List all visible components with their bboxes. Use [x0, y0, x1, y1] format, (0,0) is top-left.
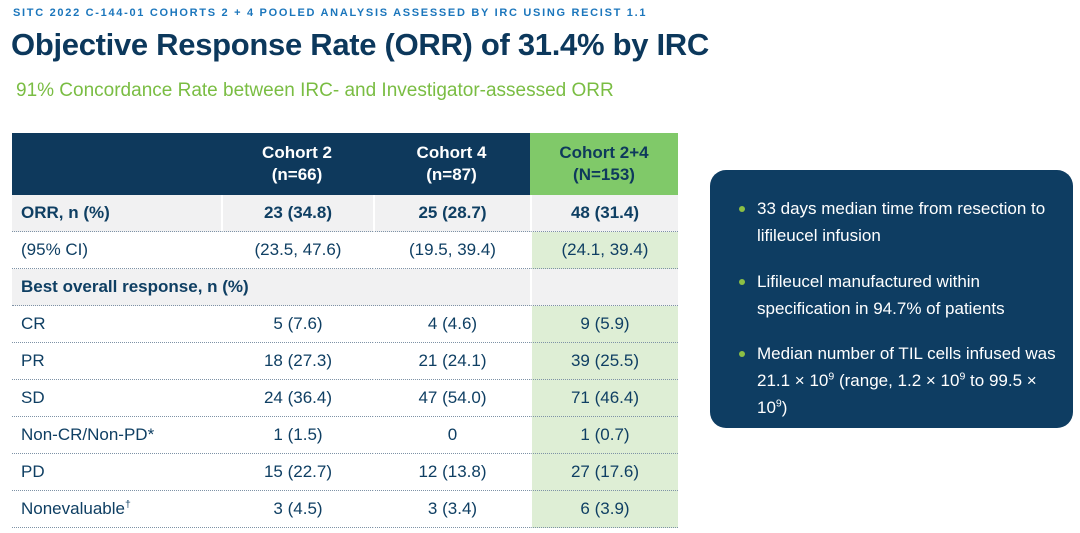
table-cell: 39 (25.5)	[530, 343, 678, 380]
table-row: CR 5 (7.6) 4 (4.6) 9 (5.9)	[12, 306, 678, 343]
row-label: SD	[12, 380, 221, 417]
table-cell: (24.1, 39.4)	[530, 232, 678, 269]
row-label: Nonevaluable†	[12, 491, 221, 528]
table-cell: 21 (24.1)	[373, 343, 530, 380]
bullet-dot-icon	[739, 206, 745, 212]
table-row: Best overall response, n (%)	[12, 269, 678, 306]
table-cell: 1 (1.5)	[221, 417, 373, 454]
eyebrow-text: SITC 2022 C-144-01 COHORTS 2 + 4 POOLED …	[13, 7, 648, 19]
table-cell: 18 (27.3)	[221, 343, 373, 380]
row-label: PD	[12, 454, 221, 491]
column-header-cohort-2-4: Cohort 2+4 (N=153)	[530, 133, 678, 195]
table-cell: 27 (17.6)	[530, 454, 678, 491]
bullet-list: 33 days median time from resection to li…	[730, 196, 1057, 422]
table-cell: 0	[373, 417, 530, 454]
table-cell: 24 (36.4)	[221, 380, 373, 417]
table-cell: 23 (34.8)	[221, 195, 373, 232]
table-body: ORR, n (%) 23 (34.8) 25 (28.7) 48 (31.4) (95…	[12, 195, 678, 528]
panel-bullet-item: 33 days median time from resection to li…	[730, 196, 1057, 250]
table-cell: 3 (4.5)	[221, 491, 373, 528]
table-cell: 15 (22.7)	[221, 454, 373, 491]
table-cell: 48 (31.4)	[530, 195, 678, 232]
subtitle: 91% Concordance Rate between IRC- and In…	[16, 80, 614, 101]
table-cell: (19.5, 39.4)	[373, 232, 530, 269]
table-cell: 5 (7.6)	[221, 306, 373, 343]
row-label: (95% CI)	[12, 232, 221, 269]
row-label: PR	[12, 343, 221, 380]
bullet-dot-icon	[739, 351, 745, 358]
table-cell: 4 (4.6)	[373, 306, 530, 343]
row-label: Non-CR/Non-PD*	[12, 417, 221, 454]
table-header: Cohort 2 (n=66) Cohort 4 (n=87) Cohort 2+4 (N…	[12, 133, 678, 195]
table-cell: 9 (5.9)	[530, 306, 678, 343]
bullet-dot-icon	[739, 278, 745, 285]
table-cell: 47 (54.0)	[373, 380, 530, 417]
page-title: Objective Response Rate (ORR) of 31.4% b…	[11, 27, 709, 62]
table-cell: (23.5, 47.6)	[221, 232, 373, 269]
column-header-cohort-4: Cohort 4 (n=87)	[373, 133, 530, 195]
table-row: Nonevaluable† 3 (4.5) 3 (3.4) 6 (3.9)	[12, 491, 678, 528]
table-row: (95% CI) (23.5, 47.6) (19.5, 39.4) (24.1, 3…	[12, 232, 678, 269]
table-cell: 1 (0.7)	[530, 417, 678, 454]
results-table: Cohort 2 (n=66) Cohort 4 (n=87) Cohort 2+4 (N…	[12, 133, 678, 528]
table-row: PR 18 (27.3) 21 (24.1) 39 (25.5)	[12, 343, 678, 380]
panel-bullet-item: Lifileucel manufactured within specifica…	[730, 269, 1057, 323]
row-label: Best overall response, n (%)	[12, 269, 530, 306]
table-row: PD 15 (22.7) 12 (13.8) 27 (17.6)	[12, 454, 678, 491]
column-header-cohort-2: Cohort 2 (n=66)	[221, 133, 373, 195]
bullet-text: Median number of TIL cells infused was 2…	[757, 344, 1056, 418]
bullet-text: Lifileucel manufactured within specifica…	[757, 271, 1005, 318]
panel-bullet-item: Median number of TIL cells infused was 2…	[730, 341, 1057, 422]
table-cell: 3 (3.4)	[373, 491, 530, 528]
row-label: ORR, n (%)	[12, 195, 221, 232]
table-cell: 6 (3.9)	[530, 491, 678, 528]
table-row: Non-CR/Non-PD* 1 (1.5) 0 1 (0.7)	[12, 417, 678, 454]
table-cell	[530, 269, 678, 306]
table-cell: 71 (46.4)	[530, 380, 678, 417]
row-label: CR	[12, 306, 221, 343]
column-header-empty	[12, 133, 221, 195]
table-cell: 12 (13.8)	[373, 454, 530, 491]
table-header-row: Cohort 2 (n=66) Cohort 4 (n=87) Cohort 2+4 (N…	[12, 133, 678, 195]
bullet-text: 33 days median time from resection to li…	[757, 199, 1046, 245]
highlights-panel: 33 days median time from resection to li…	[710, 170, 1073, 428]
table-row: SD 24 (36.4) 47 (54.0) 71 (46.4)	[12, 380, 678, 417]
table-cell: 25 (28.7)	[373, 195, 530, 232]
table-row: ORR, n (%) 23 (34.8) 25 (28.7) 48 (31.4)	[12, 195, 678, 232]
